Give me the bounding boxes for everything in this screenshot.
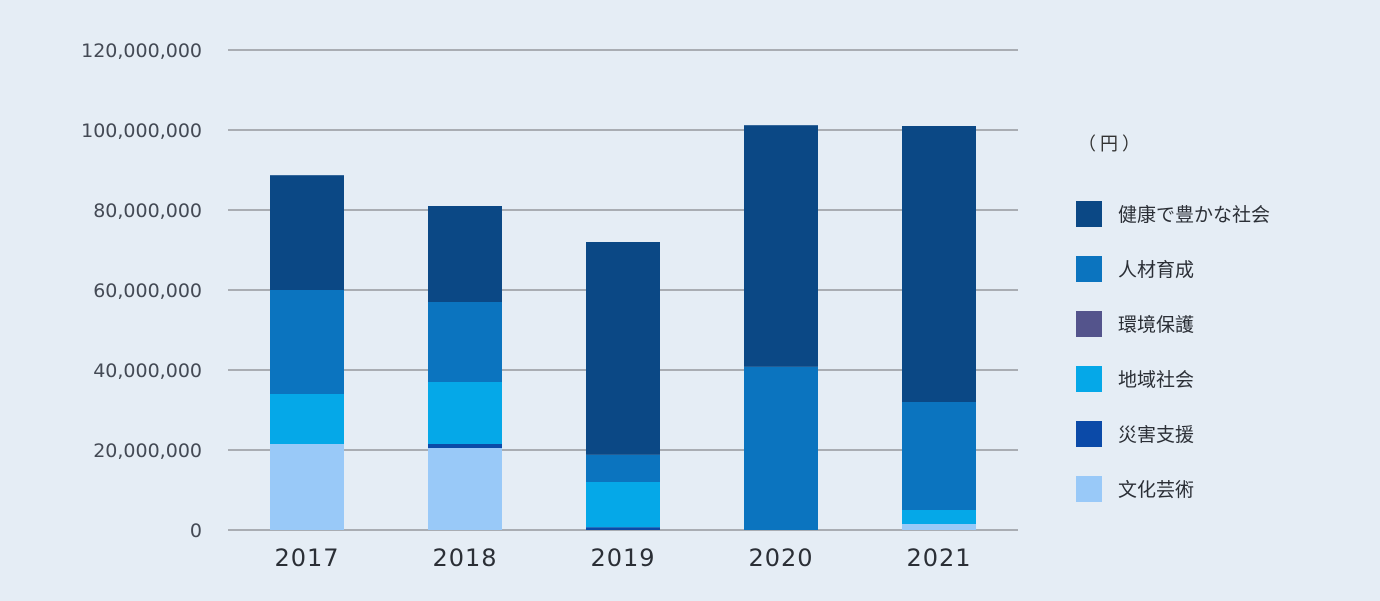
bars <box>270 125 976 530</box>
y-tick-label: 40,000,000 <box>93 360 202 382</box>
legend-label: 人材育成 <box>1118 259 1195 281</box>
bar-segment <box>586 454 660 482</box>
legend-swatch <box>1076 420 1102 447</box>
bar-segment <box>902 510 976 524</box>
legend-label: 環境保護 <box>1118 314 1195 336</box>
y-axis-tick-labels: 0 20,000,000 40,000,000 60,000,000 80,000,00… <box>81 40 202 542</box>
legend-item: 健康で豊かな社会 <box>1076 186 1270 241</box>
bar-segment <box>902 126 976 402</box>
legend: （円） 健康で豊かな社会 人材育成環境保護地域社会災害支援文化芸術 <box>1076 130 1270 516</box>
x-tick-label: 2021 <box>906 544 971 572</box>
x-tick-label: 2019 <box>590 544 655 572</box>
bar-segment <box>428 448 502 530</box>
bar-segment <box>270 175 344 290</box>
x-axis-tick-labels: 2017 2018 2019 2020 2021 <box>274 544 971 572</box>
x-tick-label: 2018 <box>432 544 497 572</box>
legend-item: 環境保護 <box>1076 296 1270 351</box>
bar-segment <box>428 382 502 444</box>
x-tick-label: 2020 <box>748 544 813 572</box>
bar-segment <box>428 206 502 302</box>
bar-segment <box>428 302 502 382</box>
legend-swatch <box>1076 365 1102 392</box>
bar-segment <box>586 482 660 528</box>
legend-swatch <box>1076 255 1102 282</box>
y-tick-label: 60,000,000 <box>93 280 202 302</box>
legend-swatch <box>1076 200 1102 227</box>
bar-segment <box>586 242 660 455</box>
bar-segment <box>744 125 818 367</box>
x-tick-label: 2017 <box>274 544 339 572</box>
unit-label: （円） <box>1078 134 1144 155</box>
legend-label: 地域社会 <box>1118 369 1195 391</box>
bar-segment <box>428 444 502 448</box>
legend-swatch <box>1076 475 1102 502</box>
legend-items: 健康で豊かな社会 人材育成環境保護地域社会災害支援文化芸術 <box>1076 186 1270 516</box>
legend-label: 健康で豊かな社会 <box>1118 204 1271 226</box>
legend-item: 災害支援 <box>1076 406 1270 461</box>
legend-item: 文化芸術 <box>1076 461 1270 516</box>
legend-label: 災害支援 <box>1118 424 1195 446</box>
y-tick-label: 0 <box>190 520 202 542</box>
y-tick-label: 120,000,000 <box>81 40 202 62</box>
legend-item: 地域社会 <box>1076 351 1270 406</box>
y-tick-label: 100,000,000 <box>81 120 202 142</box>
stacked-bar-chart: 0 20,000,000 40,000,000 60,000,000 80,000,00… <box>81 40 1018 572</box>
legend-label: 文化芸術 <box>1118 479 1195 501</box>
y-tick-label: 20,000,000 <box>93 440 202 462</box>
bar-segment <box>586 527 660 530</box>
bar-segment <box>902 402 976 510</box>
bar-segment <box>902 524 976 530</box>
y-tick-label: 80,000,000 <box>93 200 202 222</box>
bar-segment <box>270 290 344 394</box>
legend-item: 人材育成 <box>1076 241 1270 296</box>
bar-segment <box>270 444 344 530</box>
bar-segment <box>744 366 818 530</box>
bar-segment <box>270 394 344 444</box>
legend-swatch <box>1076 310 1102 337</box>
